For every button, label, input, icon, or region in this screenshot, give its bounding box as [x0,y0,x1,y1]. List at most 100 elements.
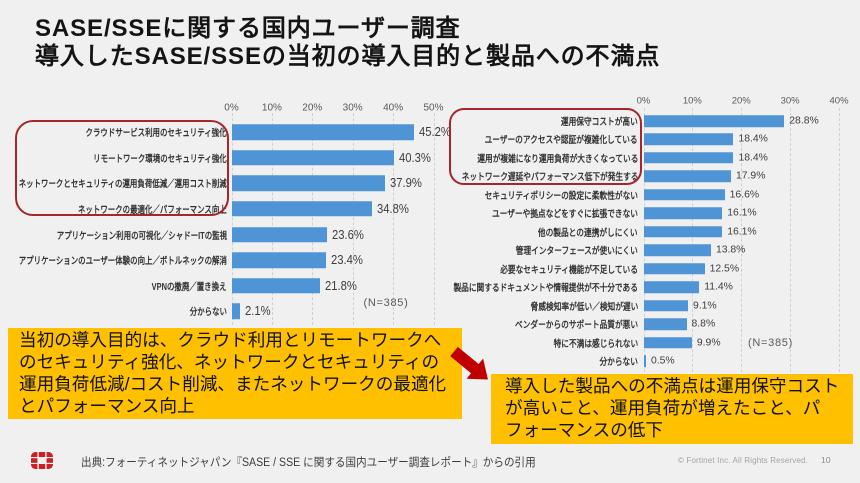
bar-value-label: 16.1% [727,207,757,219]
bar-value-label: 13.8% [715,244,746,256]
category-label: 分からない [599,356,638,368]
gridline [393,113,395,325]
bar [643,336,692,349]
x-axis-tick-label: 50% [423,102,444,114]
x-axis-tick-label: 40% [383,102,404,114]
gridline [352,113,354,325]
bar [643,318,687,330]
bar [643,152,734,164]
copyright-text: © Fortinet Inc. All Rights Reserved. [678,455,809,465]
bar-value-label: 9.9% [696,337,721,349]
bar-value-label: 11.4% [704,281,733,293]
category-label: クラウドサービス利用のセキュリティ強化 [85,128,227,140]
bar [231,124,415,141]
gridline [741,108,743,372]
x-axis-tick-label: 10% [682,95,702,107]
bar-value-label: 37.9% [389,176,422,191]
bar-value-label: 16.6% [729,189,760,201]
bar-value-label: 21.8% [324,278,357,293]
x-axis-tick-label: 30% [780,95,800,107]
bar-value-label: 16.1% [727,226,757,238]
category-label: VPNの撤廃／置き換え [152,281,227,293]
category-label: ベンダーからのサポート品質が悪い [514,319,638,331]
category-label: 運用が複雑になり運用負荷が大きくなっている [476,152,638,164]
bar [231,303,240,319]
red-arrow-icon [450,346,488,380]
bar [643,170,731,183]
slide-title-line1: SASE/SSEに関する国内ユーザー調査 [35,15,461,42]
gridline [433,113,435,325]
gridline [231,113,233,325]
category-label: 管理インターフェースが使いにくい [515,245,638,257]
bar [643,207,723,220]
slide-title-line2: 導入したSASE/SSEの当初の導入目的と製品への不満点 [35,43,661,70]
footer-right: © Fortinet Inc. All Rights Reserved. 10 [678,455,831,465]
x-axis-tick-label: 30% [342,102,363,114]
x-axis-tick-label: 40% [829,95,849,107]
bar [643,226,723,238]
bar-value-label: 0.5% [650,355,675,367]
highlight-outline-left [15,119,229,216]
bar-value-label: 34.8% [377,201,409,216]
x-axis-tick-label: 0% [636,95,651,107]
bar-value-label: 2.1% [244,304,271,319]
bar [231,175,385,192]
callout-left: 当初の導入目的は、クラウド利用とリモートワークへ のセキュリティ強化、ネットワー… [8,328,462,419]
x-axis-tick-label: 0% [224,102,239,114]
gridline [692,108,694,372]
bar [643,115,785,127]
highlight-outline-right [448,108,642,185]
x-axis-tick-label: 20% [731,95,751,107]
category-label: 必要なセキュリティ機能が不足している [500,263,638,275]
category-label: 脅威検知率が低い／検知が遅い [530,300,638,312]
bar [231,201,373,217]
gridline [839,108,841,372]
category-label: ネットワークとセキュリティの運用負荷低減／運用コスト削減 [18,179,227,191]
page-number: 10 [821,454,831,465]
gridline [271,113,273,325]
x-axis-tick-label: 10% [261,102,282,114]
bar-value-label: 8.8% [691,318,716,330]
bar [643,244,711,257]
category-label: 製品に関するドキュメントや情報提供が不十分である [453,282,638,294]
category-label: ユーザーや拠点などをすぐに拡張できない [492,208,638,220]
gridline [790,108,792,372]
x-axis-tick-label: 20% [302,102,323,114]
bar-value-label: 23.6% [331,227,364,242]
category-label: アプリケーション利用の可視化／シャドーITの監視 [56,230,227,242]
fortinet-logo-icon [31,452,53,469]
bar [643,189,725,201]
category-label: ネットワーク遅延やパフォーマンス低下が発生する [461,171,638,183]
category-label: ネットワークの最適化／パフォーマンス向上 [78,204,227,216]
bar [643,355,646,367]
sample-size-label: (N=385) [748,337,793,349]
category-label: アプリケーションのユーザー体験の向上／ボトルネックの解消 [18,256,227,268]
gridline [312,113,314,325]
gridline [643,108,645,372]
bar [231,252,327,268]
sample-size-label: (N=385) [363,297,409,309]
bar-value-label: 12.5% [709,263,740,275]
bar-value-label: 18.4% [738,133,768,145]
bar [231,277,320,294]
bar-value-label: 18.4% [738,152,768,164]
bar-value-label: 23.4% [331,253,363,268]
bar [231,150,395,166]
category-label: 他の製品との連携がしにくい [538,226,638,238]
bar [643,281,700,293]
bar-value-label: 40.3% [399,150,432,165]
category-label: リモートワーク環境のセキュリティ強化 [93,153,227,165]
bar [231,226,327,243]
bar [643,263,705,275]
bar [643,299,688,312]
category-label: 分からない [189,307,227,319]
callout-right: 導入した製品への不満点は運用保守コスト が高いこと、運用負荷が増えたこと、パ フ… [491,374,853,444]
bar-value-label: 9.1% [692,300,717,312]
source-note: 出典:フォーティネットジャパン『SASE / SSE に関する国内ユーザー調査レ… [81,457,536,469]
category-label: 運用保守コストが高い [561,116,638,127]
bar-value-label: 45.2% [419,125,452,140]
category-label: 特に不満は感じられない [553,337,638,349]
